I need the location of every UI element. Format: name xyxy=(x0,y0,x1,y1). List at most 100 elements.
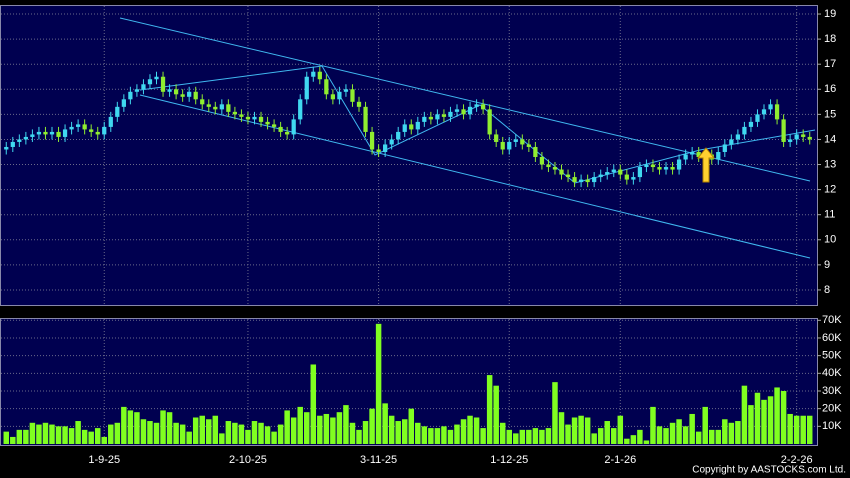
candle-body xyxy=(369,131,375,150)
candle-body xyxy=(265,121,270,125)
candle-body xyxy=(729,139,734,145)
volume-bar xyxy=(715,429,722,444)
candle-body xyxy=(389,139,394,145)
volume-bar xyxy=(134,412,140,444)
volume-bar xyxy=(362,421,369,444)
volume-bar xyxy=(539,429,545,444)
y-tick-label: 17 xyxy=(824,58,836,70)
volume-bar xyxy=(206,419,212,444)
volume-bar xyxy=(617,415,624,444)
volume-bar xyxy=(630,435,637,444)
volume-bar xyxy=(728,422,735,444)
candle-body xyxy=(343,89,349,92)
candle-body xyxy=(409,124,414,130)
volume-bar xyxy=(767,396,774,444)
candle-body xyxy=(82,124,87,130)
volume-bar xyxy=(10,436,16,444)
candle-body xyxy=(663,167,669,170)
volume-bar xyxy=(147,421,153,444)
candle-body xyxy=(49,131,55,135)
candle-body xyxy=(187,91,192,97)
candle-body xyxy=(755,114,760,122)
candle-body xyxy=(115,106,120,117)
volume-bar xyxy=(304,412,310,444)
candle-body xyxy=(219,104,224,110)
volume-bar xyxy=(591,433,597,444)
candle-body xyxy=(585,179,590,183)
volume-bar xyxy=(526,429,532,444)
volume-bar xyxy=(624,438,630,444)
candle-body xyxy=(552,167,558,170)
candle-body xyxy=(696,151,701,158)
y-tick-label: 12 xyxy=(824,184,836,196)
candle-body xyxy=(807,136,812,140)
candle-body xyxy=(507,141,512,150)
candle-body xyxy=(722,144,727,152)
volume-bar xyxy=(650,406,656,444)
candle-body xyxy=(637,167,643,178)
candle-body xyxy=(494,134,499,142)
volume-tick-label: 60K xyxy=(822,332,842,344)
volume-bar xyxy=(552,382,558,444)
volume-bar xyxy=(310,364,317,444)
volume-bar xyxy=(480,428,486,444)
volume-bar xyxy=(55,426,62,444)
volume-bar xyxy=(127,410,134,444)
volume-bar xyxy=(447,429,454,444)
arrow xyxy=(696,147,716,183)
candle-body xyxy=(154,76,159,80)
volume-bar xyxy=(323,413,330,444)
volume-bar xyxy=(774,387,780,444)
volume-bar xyxy=(42,422,49,444)
marks xyxy=(3,66,813,444)
volume-bar xyxy=(264,426,271,444)
candle-body xyxy=(396,131,401,140)
volume-bar xyxy=(722,419,728,444)
y-tick-label: 14 xyxy=(824,133,836,145)
volume-bar xyxy=(473,417,480,444)
volume-tick-label: 70K xyxy=(822,314,842,326)
y-tick-label: 9 xyxy=(824,259,830,271)
volume-bar xyxy=(793,415,800,444)
candle-body xyxy=(30,134,35,137)
candle-body xyxy=(311,71,316,77)
candle-body xyxy=(520,139,525,145)
candle-body xyxy=(271,124,277,127)
candle-body xyxy=(160,76,166,92)
trend-line xyxy=(139,94,811,259)
candle-body xyxy=(89,129,94,132)
x-tick-label: 3-11-25 xyxy=(360,454,397,466)
volume-bar xyxy=(532,428,539,444)
volume-bar xyxy=(754,392,761,444)
candle-body xyxy=(102,126,107,135)
volume-bar xyxy=(186,431,192,444)
zigzag-line xyxy=(139,65,816,184)
y-tick-label: 19 xyxy=(824,8,836,20)
volume-bar xyxy=(545,428,552,444)
candle-body xyxy=(454,109,460,112)
candle-body xyxy=(742,126,747,135)
candle-body xyxy=(794,134,799,140)
volume-bar xyxy=(421,426,428,444)
candle-body xyxy=(631,177,636,180)
volume-bar xyxy=(238,424,245,444)
candle-body xyxy=(546,164,551,168)
candle-body xyxy=(578,179,584,183)
volume-bar xyxy=(356,429,362,444)
y-tick-label: 11 xyxy=(824,209,835,221)
volume-bar xyxy=(408,408,415,444)
candle-body xyxy=(716,151,721,160)
volume-bar xyxy=(669,422,676,444)
volume-bar xyxy=(761,399,767,444)
candle-body xyxy=(10,141,15,147)
candle-body xyxy=(683,154,688,160)
candle-body xyxy=(801,134,806,137)
volume-bar xyxy=(343,405,349,444)
y-tick-label: 16 xyxy=(824,83,836,95)
candle-body xyxy=(17,139,22,142)
volume-bar xyxy=(611,428,617,444)
candle-body xyxy=(761,109,767,115)
volume-bar xyxy=(271,431,277,444)
volume-bar xyxy=(258,422,264,444)
candle-body xyxy=(676,159,682,170)
